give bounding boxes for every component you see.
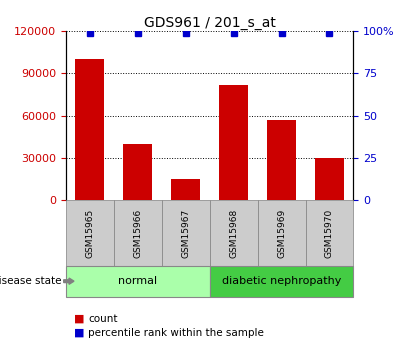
Text: GSM15967: GSM15967 — [181, 208, 190, 257]
Text: GSM15966: GSM15966 — [133, 208, 142, 257]
Bar — [210, 266, 353, 297]
Bar — [171, 179, 200, 200]
Bar — [219, 85, 248, 200]
Text: disease state: disease state — [0, 276, 62, 286]
Bar — [258, 200, 305, 266]
Bar — [75, 59, 104, 200]
Text: normal: normal — [118, 276, 157, 286]
Text: GSM15970: GSM15970 — [325, 208, 334, 257]
Bar — [315, 158, 344, 200]
Text: count: count — [88, 314, 118, 324]
Bar — [123, 144, 152, 200]
Title: GDS961 / 201_s_at: GDS961 / 201_s_at — [144, 16, 275, 30]
Bar — [114, 200, 162, 266]
Text: diabetic nephropathy: diabetic nephropathy — [222, 276, 341, 286]
Bar — [267, 120, 296, 200]
Text: ■: ■ — [74, 314, 85, 324]
Bar — [210, 200, 258, 266]
Text: GSM15968: GSM15968 — [229, 208, 238, 257]
Bar — [66, 200, 114, 266]
Text: GSM15965: GSM15965 — [85, 208, 94, 257]
Text: ■: ■ — [74, 328, 85, 338]
Bar — [162, 200, 210, 266]
Bar — [66, 266, 210, 297]
Text: percentile rank within the sample: percentile rank within the sample — [88, 328, 264, 338]
Text: GSM15969: GSM15969 — [277, 208, 286, 257]
Bar — [305, 200, 353, 266]
